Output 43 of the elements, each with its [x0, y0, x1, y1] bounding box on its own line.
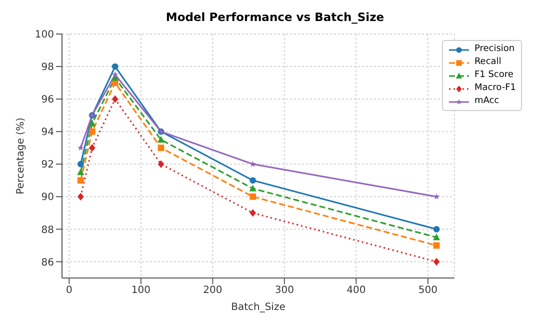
y-axis-title: Percentage (%): [16, 118, 27, 194]
point: [250, 193, 256, 200]
legend-label: Recall: [474, 56, 502, 69]
x-axis-title: Batch_Size: [231, 302, 286, 313]
point: [158, 144, 164, 152]
point: [250, 177, 256, 184]
point: [433, 258, 440, 266]
point: [249, 184, 256, 192]
point: [77, 177, 84, 184]
point: [157, 136, 165, 143]
legend-label: Precision: [474, 43, 515, 56]
y-tick-label: 96: [41, 94, 54, 106]
point: [88, 144, 96, 152]
x-tick-label: 500: [418, 285, 438, 296]
x-tick-label: 300: [274, 285, 294, 296]
point: [112, 63, 118, 70]
x-tick-label: 400: [346, 285, 366, 296]
y-tick-label: 98: [41, 62, 54, 74]
point: [433, 226, 440, 232]
legend-label: mAcc: [474, 95, 500, 108]
legend-label: F1 Score: [474, 69, 514, 82]
x-tick-label: 200: [203, 285, 222, 296]
y-tick-label: 88: [41, 224, 54, 236]
point: [88, 128, 96, 135]
y-tick-label: 86: [41, 257, 54, 268]
x-tick-label: 100: [131, 285, 150, 296]
point: [112, 95, 118, 103]
x-tick-label: 0: [66, 285, 72, 296]
point: [77, 168, 84, 176]
point: [158, 160, 164, 168]
point: [78, 144, 84, 150]
point: [77, 160, 84, 168]
point: [432, 233, 440, 240]
point: [88, 120, 96, 126]
y-tick-label: 100: [34, 30, 54, 41]
y-tick-label: 90: [41, 192, 54, 204]
y-tick-label: 94: [41, 127, 54, 138]
point: [112, 71, 118, 78]
legend-label: Macro-F1: [474, 82, 516, 95]
point: [77, 192, 84, 201]
chart-title: Model Performance vs Batch_Size: [164, 9, 386, 26]
y-tick-label: 92: [41, 160, 54, 171]
point: [250, 209, 256, 217]
